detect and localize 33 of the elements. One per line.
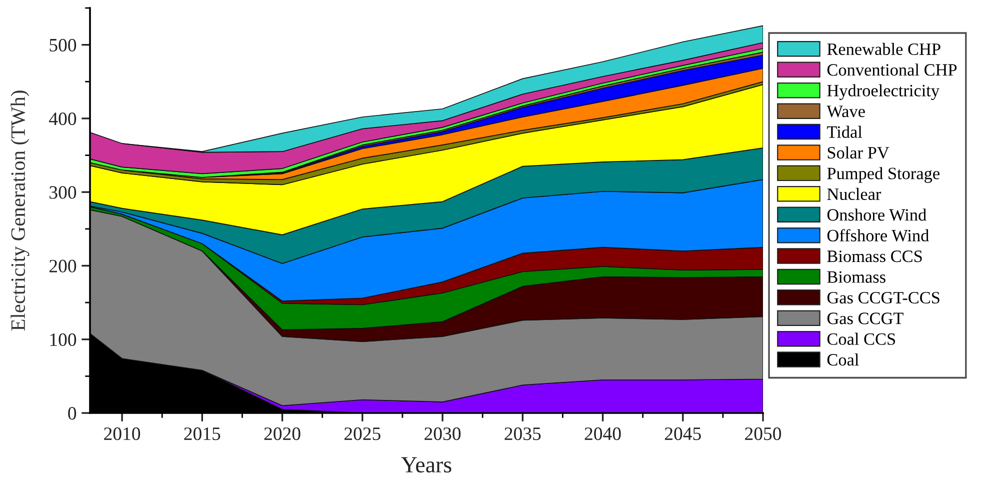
x-tick-label: 2025 [344,427,380,440]
legend-label: Pumped Storage [827,167,940,183]
legend-label: Gas CCGT-CCS [827,292,940,304]
legend-label: Hydroelectricity [827,84,940,100]
x-tick-label: 2035 [504,427,541,440]
y-tick-label: 200 [50,260,76,272]
legend-label: Coal CCS [827,332,896,345]
x-tick-label: 2030 [424,427,461,440]
legend-label: Renewable CHP [827,42,940,56]
legend-label: Solar PV [828,146,890,159]
y-axis-title: Electricity Generation (TWh) [10,90,30,331]
x-tick-label: 2015 [184,427,220,440]
legend-label: Biomass [827,271,886,283]
y-tick-label: 0 [68,407,76,420]
x-tick-label: 2040 [584,427,621,440]
y-tick-label: 100 [50,333,76,346]
legend-label: Onshore Wind [827,208,926,221]
legend-label: Tidal [827,126,862,138]
x-axis-title: Years [401,457,452,473]
y-tick-label: 500 [50,38,76,52]
legend-label: Conventional CHP [827,64,957,76]
x-tick-label: 2010 [104,427,140,440]
y-tick-label: 300 [50,186,76,199]
legend-label: Coal [827,354,859,366]
legend-label: Offshore Wind [827,229,929,242]
legend-label: Gas CCGT [827,312,904,324]
legend-label: Nuclear [827,188,882,200]
x-tick-label: 2020 [264,427,300,440]
legend-label: Biomass CCS [827,250,922,262]
y-tick-label: 400 [49,112,76,126]
x-tick-label: 2050 [745,427,782,440]
legend-label: Wave [826,106,865,118]
x-tick-label: 2045 [664,427,701,440]
